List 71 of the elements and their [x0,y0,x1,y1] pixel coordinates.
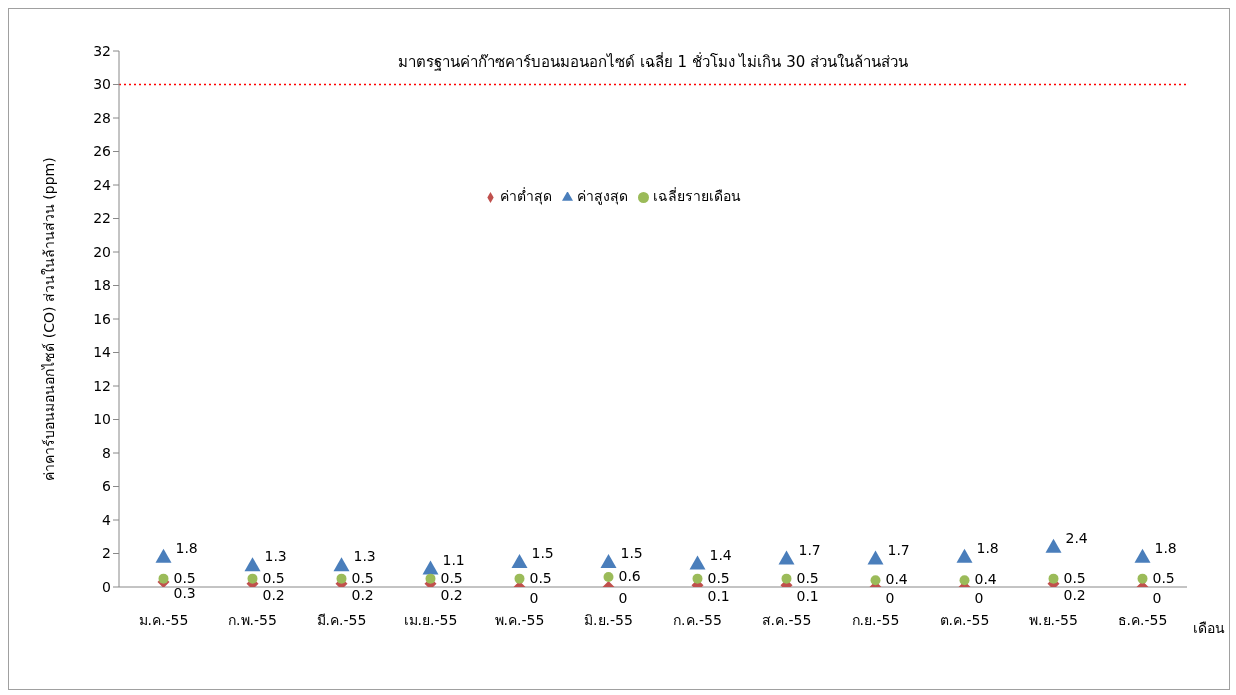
x-tick-label: ก.ย.-55 [851,611,900,628]
y-tick-label: 16 [93,310,112,327]
data-label: 1.5 [531,544,554,561]
data-label: 0.1 [707,588,730,605]
data-label: 0.2 [351,586,374,603]
data-label: 1.8 [1154,539,1177,556]
x-tick-label: มิ.ย.-55 [584,611,633,628]
data-label: 0 [974,590,984,606]
data-label: 0.4 [974,571,997,588]
ref-line-label: มาตรฐานค่าก๊าซคาร์บอนมอนอกไซด์ เฉลี่ย 1 ชั่วโมง ไม่เกิน 30 ส่วนในล้านส่วน [397,51,909,72]
data-label: 1.4 [709,546,732,563]
data-label: 0 [1152,590,1162,606]
data-label: 0.5 [707,569,730,586]
legend-label: ค่าสูงสุด [577,188,628,204]
data-label: 2.4 [1065,529,1088,546]
y-tick-label: 14 [93,344,112,361]
y-tick-label: 18 [93,277,111,294]
y-tick-label: 12 [93,377,111,394]
data-label: 0.5 [351,569,374,586]
y-tick-label: 22 [93,210,111,227]
y-tick-label: 10 [93,411,111,428]
data-label: 0.5 [262,569,285,586]
y-tick-label: 26 [93,143,112,160]
data-label: 1.8 [976,539,999,556]
x-tick-label: ก.พ.-55 [228,611,277,628]
data-label: 0.5 [1152,569,1175,586]
data-label: 0.5 [173,569,196,586]
data-label: 1.7 [887,541,910,558]
data-label: 1.7 [798,541,821,558]
data-label: 0.2 [262,586,285,603]
data-label: 1.3 [264,548,287,565]
x-tick-label: เม.ย.-55 [403,611,458,628]
y-tick-label: 8 [102,444,111,461]
legend-label: เฉลี่ยรายเดือน [653,188,741,204]
data-label: 0.2 [440,586,463,603]
data-label: 0.4 [885,571,908,588]
x-tick-label: พ.ย.-55 [1029,611,1078,628]
legend-label: ค่าต่ำสุด [500,188,552,204]
x-tick-label: ต.ค.-55 [939,611,990,628]
data-label: 0.1 [796,588,819,605]
data-label: 1.1 [442,551,465,568]
data-label: 1.3 [353,548,376,565]
x-tick-label: มี.ค.-55 [316,611,367,628]
data-label: 0.5 [1063,569,1086,586]
x-tick-label: ส.ค.-55 [761,611,812,628]
data-label: 0.5 [440,569,463,586]
x-tick-label: ธ.ค.-55 [1117,611,1168,628]
data-label: 0 [885,590,895,606]
data-label: 1.8 [175,539,198,556]
y-tick-label: 32 [93,42,111,59]
y-tick-label: 0 [102,578,111,595]
data-label: 0.3 [173,584,196,601]
data-label: 0 [618,590,628,606]
x-axis-title: เดือน [1193,620,1225,636]
y-tick-label: 20 [93,243,111,260]
y-tick-label: 4 [102,511,112,528]
y-tick-label: 28 [93,109,111,126]
y-tick-label: 24 [93,176,112,193]
data-label: 0.2 [1063,586,1086,603]
y-tick-label: 30 [93,76,111,93]
y-tick-label: 2 [102,545,111,562]
data-label: 0.5 [796,569,819,586]
data-label: 1.5 [620,544,643,561]
x-tick-label: พ.ค.-55 [494,611,545,628]
x-tick-label: ม.ค.-55 [138,611,189,628]
data-label: 0.5 [529,569,552,586]
y-tick-label: 6 [102,478,112,495]
y-axis-title: ค่าคาร์บอนมอนอกไซด์ (CO) ส่วนในล้านส่วน (ppm) [40,157,57,481]
data-label: 0.6 [618,567,641,584]
data-label: 0 [529,590,539,606]
x-tick-label: ก.ค.-55 [673,611,722,628]
